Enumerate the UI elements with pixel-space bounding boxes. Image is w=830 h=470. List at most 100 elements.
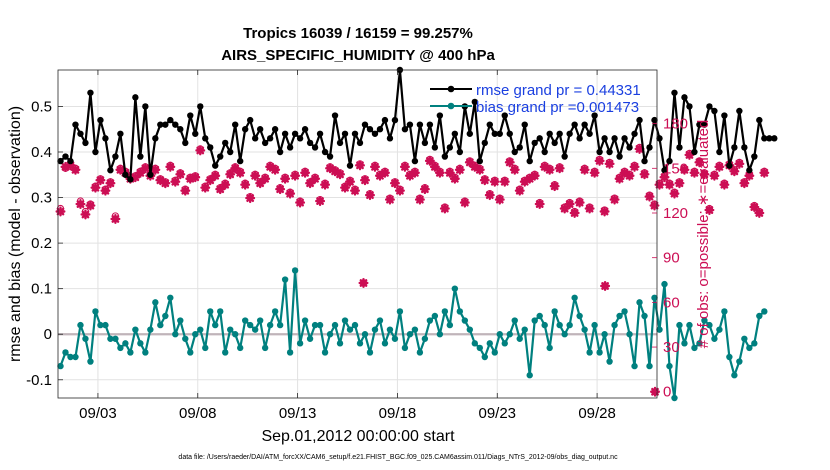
rmse-point <box>286 144 294 151</box>
obs-evaluated-marker <box>399 161 410 172</box>
obs-count-markers <box>55 143 770 397</box>
rmse-point <box>746 167 753 174</box>
rmse-point <box>596 148 603 156</box>
legend-bias-marker <box>447 102 455 110</box>
rmse-point <box>102 135 109 142</box>
obs-evaluated-marker <box>669 188 680 199</box>
obs-evaluated-marker <box>340 182 351 193</box>
bias-point <box>306 335 314 342</box>
rmse-point <box>606 148 613 156</box>
obs-evaluated-marker <box>175 169 186 180</box>
bias-point <box>401 344 409 352</box>
rmse-point <box>621 135 628 142</box>
bias-point <box>411 326 419 333</box>
bias-point <box>281 276 289 283</box>
obs-evaluated-marker <box>80 209 91 220</box>
obs-evaluated-marker <box>135 167 146 178</box>
rmse-point <box>251 135 259 142</box>
bias-point <box>137 340 144 347</box>
bias-point <box>386 326 394 333</box>
rmse-point <box>67 157 74 165</box>
obs-evaluated-marker <box>554 163 565 174</box>
obs-evaluated-marker <box>569 207 580 218</box>
bias-point <box>481 353 488 361</box>
obs-evaluated-marker <box>714 161 725 172</box>
obs-evaluated-marker <box>434 167 445 178</box>
rmse-point <box>137 153 144 160</box>
obs-evaluated-marker <box>265 161 276 172</box>
obs-evaluated-marker <box>419 184 430 195</box>
plot-background <box>58 70 657 398</box>
rmse-point <box>626 144 633 151</box>
obs-evaluated-marker <box>609 194 620 205</box>
obs-evaluated-marker <box>85 200 96 211</box>
rmse-point <box>172 121 179 128</box>
obs-evaluated-marker <box>414 194 425 205</box>
rmse-point <box>756 116 763 124</box>
y2-tick-label: 30 <box>663 339 680 356</box>
obs-evaluated-marker <box>744 170 755 181</box>
x-tick-label: 09/08 <box>179 405 217 422</box>
bias-point <box>696 340 703 347</box>
x-tick-labels: 09/03 09/08 09/13 09/18 09/23 09/28 <box>79 405 616 422</box>
bias-point <box>486 340 493 347</box>
rmse-point <box>386 135 394 142</box>
bias-point <box>112 335 119 342</box>
bias-point <box>556 321 563 329</box>
obs-evaluated-marker <box>564 199 575 210</box>
bias-point <box>421 335 429 342</box>
rmse-point <box>456 148 464 156</box>
obs-evaluated-marker <box>639 169 650 180</box>
y-tick-label: 0.3 <box>31 190 52 207</box>
rmse-point <box>676 144 683 151</box>
bias-point <box>466 326 474 333</box>
rmse-point <box>152 135 159 142</box>
bias-point <box>256 317 264 324</box>
rmse-point <box>336 139 344 147</box>
bias-point <box>251 326 259 333</box>
rmse-point <box>366 126 374 133</box>
obs-evaluated-marker <box>160 178 171 189</box>
obs-evaluated-marker <box>499 176 510 187</box>
obs-evaluated-marker <box>579 164 590 175</box>
obs-evaluated-marker <box>130 172 141 183</box>
obs-evaluated-marker <box>55 206 66 217</box>
rmse-point <box>496 130 503 137</box>
obs-possible-marker <box>601 282 609 290</box>
obs-evaluated-marker <box>479 175 490 186</box>
rmse-point <box>761 135 768 142</box>
obs-evaluated-marker <box>719 179 730 190</box>
bias-point <box>446 321 454 329</box>
bias-line <box>59 269 766 400</box>
y2-tick-label: 120 <box>663 205 688 222</box>
obs-evaluated-marker <box>614 173 625 184</box>
rmse-point <box>441 153 449 160</box>
bias-point <box>536 312 543 320</box>
rmse-point <box>266 135 274 142</box>
obs-evaluated-marker <box>729 166 740 177</box>
obs-evaluated-marker <box>559 203 570 214</box>
rmse-point <box>486 121 493 128</box>
plot-frame <box>57 69 658 399</box>
obs-evaluated-marker <box>694 157 705 168</box>
obs-evaluated-marker <box>394 185 405 196</box>
bias-point <box>626 331 633 338</box>
rmse-point <box>491 130 498 137</box>
obs-evaluated-marker <box>280 173 291 184</box>
bias-point <box>441 308 449 315</box>
bias-point <box>616 312 623 320</box>
bias-point <box>311 321 319 329</box>
obs-evaluated-marker <box>170 176 181 187</box>
rmse-point <box>177 126 184 133</box>
obs-evaluated-marker <box>449 173 460 184</box>
bias-point <box>531 317 538 324</box>
bias-point <box>526 372 533 379</box>
obs-evaluated-marker <box>205 175 216 186</box>
obs-evaluated-marker <box>424 155 435 166</box>
bias-point <box>686 321 693 329</box>
bias-point <box>721 308 728 315</box>
rmse-point <box>72 121 79 128</box>
rmse-point <box>157 121 164 128</box>
y2-axis-label: # of obs: o=possible; ∗=evaluated <box>695 120 712 349</box>
obs-evaluated-marker <box>589 167 600 178</box>
